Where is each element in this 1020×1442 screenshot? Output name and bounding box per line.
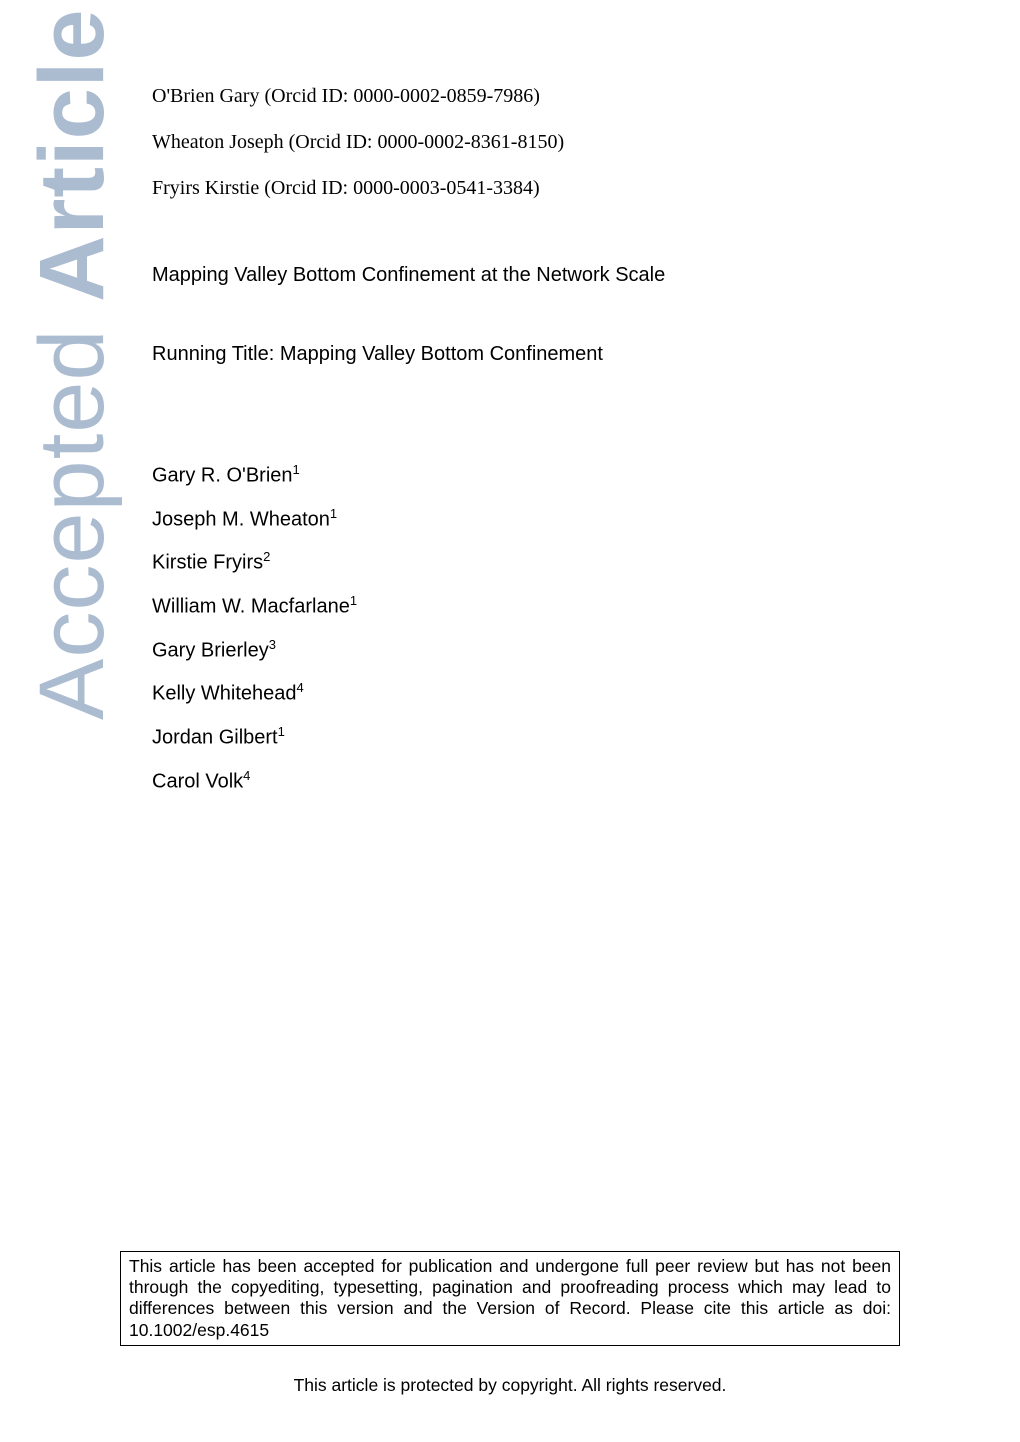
author-name: Kirstie Fryirs [152,552,263,574]
author-line: Carol Volk4 [152,768,900,794]
watermark-accepted-article: Accepted Article [20,9,125,721]
author-line: Kelly Whitehead4 [152,680,900,706]
author-line: Jordan Gilbert1 [152,724,900,750]
watermark-prefix: Accepted [21,302,123,720]
author-line: William W. Macfarlane1 [152,593,900,619]
orcid-block: O'Brien Gary (Orcid ID: 0000-0002-0859-7… [152,76,900,208]
watermark-bold: Article [21,9,123,302]
copyright-line: This article is protected by copyright. … [0,1375,1020,1396]
author-affiliation: 4 [297,680,304,695]
author-affiliation: 1 [278,724,285,739]
author-name: Kelly Whitehead [152,683,297,705]
author-line: Gary R. O'Brien1 [152,462,900,488]
author-name: Gary Brierley [152,639,269,661]
author-name: Joseph M. Wheaton [152,508,330,530]
orcid-line: Wheaton Joseph (Orcid ID: 0000-0002-8361… [152,122,900,162]
page: Accepted Article O'Brien Gary (Orcid ID:… [0,0,1020,1442]
author-affiliation: 1 [330,506,337,521]
author-affiliation: 3 [269,637,276,652]
author-name: William W. Macfarlane [152,596,350,618]
author-affiliation: 1 [293,462,300,477]
author-name: Carol Volk [152,770,243,792]
author-affiliation: 1 [350,593,357,608]
author-name: Gary R. O'Brien [152,465,293,487]
author-name: Jordan Gilbert [152,727,278,749]
author-line: Gary Brierley3 [152,637,900,663]
orcid-line: O'Brien Gary (Orcid ID: 0000-0002-0859-7… [152,76,900,116]
author-affiliation: 2 [263,549,270,564]
orcid-line: Fryirs Kirstie (Orcid ID: 0000-0003-0541… [152,168,900,208]
author-list: Gary R. O'Brien1 Joseph M. Wheaton1 Kirs… [152,462,900,793]
author-affiliation: 4 [243,768,250,783]
paper-title: Mapping Valley Bottom Confinement at the… [152,264,900,287]
author-line: Joseph M. Wheaton1 [152,506,900,532]
acceptance-notice-box: This article has been accepted for publi… [120,1251,900,1346]
author-line: Kirstie Fryirs2 [152,549,900,575]
running-title: Running Title: Mapping Valley Bottom Con… [152,343,900,366]
